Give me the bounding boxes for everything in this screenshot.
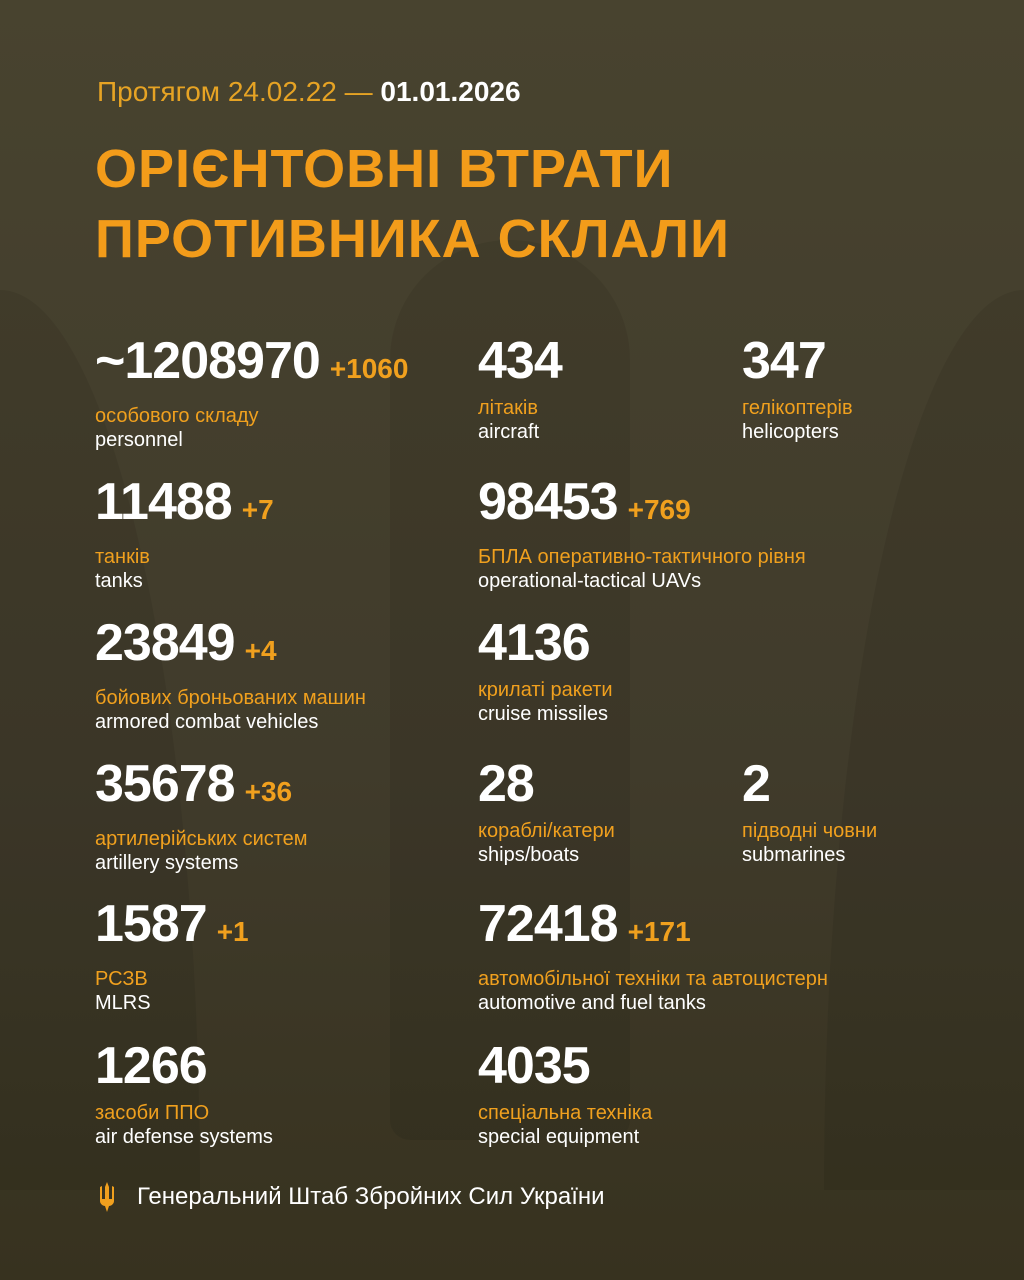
stat-number: 4035: [478, 1037, 591, 1095]
stat-label-en: helicopters: [742, 421, 839, 443]
footer: Генеральний Штаб Збройних Сил України: [95, 1182, 605, 1212]
stat-label-en: air defense systems: [95, 1126, 273, 1148]
stat-number: 11488: [95, 473, 233, 531]
stat-number: 28: [478, 755, 535, 813]
trident-icon: [100, 1182, 114, 1212]
stat-number: 2: [742, 755, 771, 813]
stat-value: 1266: [95, 1040, 273, 1092]
stat-label-en: MLRS: [95, 992, 151, 1014]
stat-label-ua: крилаті ракети: [478, 679, 613, 701]
stat-label-en: submarines: [742, 844, 846, 866]
stat-label-ua: танків: [95, 546, 150, 568]
stat-item: 98453 +769 БПЛА оперативно-тактичного рів…: [478, 476, 806, 593]
stat-value: 28: [478, 758, 615, 810]
stat-value: 347: [742, 335, 853, 387]
stat-label-ua: кораблі/катери: [478, 820, 615, 842]
stat-value: 35678 +36: [95, 758, 308, 818]
stat-number: 23849: [95, 614, 236, 672]
stat-number: 98453: [478, 473, 619, 531]
period: Протягом 24.02.22 — 01.01.2026: [97, 76, 521, 108]
page-title: ОРІЄНТОВНІ ВТРАТИ ПРОТИВНИКА СКЛАЛИ: [95, 134, 730, 274]
title-line-2: ПРОТИВНИКА СКЛАЛИ: [95, 209, 730, 269]
stat-value: 4136: [478, 617, 613, 669]
stat-label-en: artillery systems: [95, 852, 239, 874]
stat-item: 72418 +171 автомобільної техніки та автоц…: [478, 898, 828, 1015]
background-shape: [390, 240, 630, 1140]
stat-number: 1587: [95, 895, 208, 953]
stat-label-ua: підводні човни: [742, 820, 878, 842]
stat-item: 4136 крилаті ракети cruise missiles: [478, 617, 613, 726]
stat-label-ua: БПЛА оперативно-тактичного рівня: [478, 546, 806, 568]
stat-label-en: cruise missiles: [478, 703, 609, 725]
stat-item: 23849 +4 бойових броньованих машин armore…: [95, 617, 366, 734]
stat-label-ua: спеціальна техніка: [478, 1102, 653, 1124]
background-shape: [824, 290, 1024, 1190]
stat-delta: +7: [241, 494, 274, 525]
stat-item: 1266 засоби ППО air defense systems: [95, 1040, 273, 1149]
stat-value: 2: [742, 758, 877, 810]
stat-item: 347 гелікоптерів helicopters: [742, 335, 853, 444]
stat-number: 434: [478, 332, 563, 390]
stat-label-ua: РСЗВ: [95, 968, 148, 990]
stat-item: 11488 +7 танків tanks: [95, 476, 274, 593]
stat-value: 434: [478, 332, 563, 390]
stat-label-en: personnel: [95, 429, 183, 451]
stat-value: 72418 +171: [478, 898, 828, 958]
stat-delta: +1060: [329, 353, 409, 384]
stat-label-en: operational-tactical UAVs: [478, 570, 702, 592]
stat-number: 35678: [95, 755, 236, 813]
stat-label-ua: засоби ППО: [95, 1102, 210, 1124]
stat-delta: +1: [216, 916, 249, 947]
stat-number: 4136: [478, 614, 591, 672]
stat-number: 72418: [478, 895, 619, 953]
stat-value: 4035: [478, 1040, 652, 1092]
stat-item: 28 кораблі/катери ships/boats: [478, 758, 615, 867]
stat-delta: +769: [627, 494, 691, 525]
footer-org: Генеральний Штаб Збройних Сил України: [137, 1183, 605, 1210]
stat-label-en: armored combat vehicles: [95, 711, 319, 733]
stat-label-en: aircraft: [478, 421, 540, 443]
stat-label-ua: автомобільної техніки та автоцистерн: [478, 968, 828, 990]
stat-label-en: automotive and fuel tanks: [478, 992, 706, 1014]
stat-item: 35678 +36 артилерійських систем artillery…: [95, 758, 308, 875]
stat-item: 4035 спеціальна техніка special equipmen…: [478, 1040, 652, 1149]
stat-label-en: ships/boats: [478, 844, 580, 866]
stat-delta: +36: [244, 776, 293, 807]
stat-label-en: tanks: [95, 570, 143, 592]
stat-value: 11488 +7: [95, 476, 274, 536]
stat-number: 1266: [95, 1037, 208, 1095]
stat-value: 98453 +769: [478, 476, 806, 536]
stat-label-en: special equipment: [478, 1126, 640, 1148]
stat-item: 2 підводні човни submarines: [742, 758, 877, 867]
stat-label-ua: артилерійських систем: [95, 828, 308, 850]
period-end: 01.01.2026: [380, 76, 521, 107]
stat-delta: +4: [244, 635, 277, 666]
title-line-1: ОРІЄНТОВНІ ВТРАТИ: [95, 139, 674, 199]
period-start: Протягом 24.02.22 —: [97, 76, 373, 107]
stat-item: 434 літаків aircraft: [478, 332, 563, 444]
stat-delta: +171: [627, 916, 691, 947]
stat-number: ~1208970: [95, 332, 321, 390]
stat-value: 23849 +4: [95, 617, 366, 677]
stat-label-ua: гелікоптерів: [742, 397, 853, 419]
stat-label-ua: літаків: [478, 397, 538, 419]
stat-value: ~1208970 +1060: [95, 335, 408, 395]
stat-label-ua: бойових броньованих машин: [95, 687, 366, 709]
stat-item: ~1208970 +1060 особового складу personnel: [95, 335, 408, 452]
stat-value: 1587 +1: [95, 898, 249, 958]
stat-label-ua: особового складу: [95, 405, 259, 427]
stat-number: 347: [742, 332, 827, 390]
stat-item: 1587 +1 РСЗВ MLRS: [95, 898, 249, 1015]
